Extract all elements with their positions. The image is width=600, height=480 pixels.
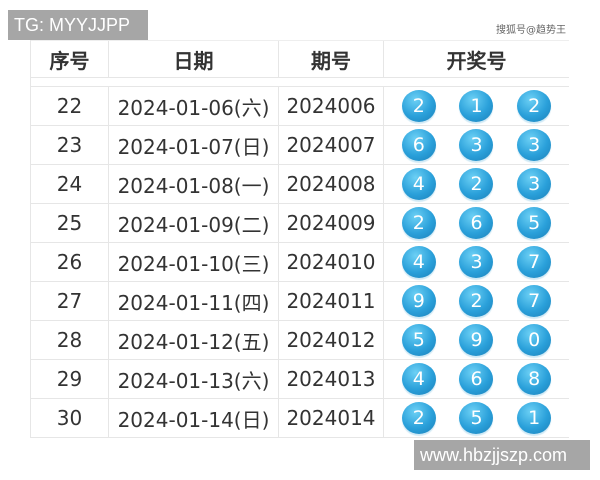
row-issue: 2024010 [279, 243, 384, 281]
source-watermark: 搜狐号@趋势王 [496, 25, 566, 36]
row-no: 26 [31, 243, 109, 281]
table-header: 序号 日期 期号 开奖号 [31, 40, 569, 78]
number-ball: 2 [401, 90, 436, 122]
row-no: 23 [31, 126, 109, 164]
number-ball: 0 [517, 324, 552, 356]
row-issue: 2024012 [279, 321, 384, 359]
row-no: 27 [31, 282, 109, 320]
row-issue: 2024006 [279, 87, 384, 125]
row-date: 2024-01-14(日) [109, 399, 279, 437]
number-ball: 3 [517, 168, 552, 200]
row-issue: 2024011 [279, 282, 384, 320]
number-ball: 4 [401, 168, 436, 200]
row-no: 29 [31, 360, 109, 398]
row-issue: 2024009 [279, 204, 384, 242]
row-no: 22 [31, 87, 109, 125]
number-ball: 1 [459, 90, 494, 122]
row-issue: 2024014 [279, 399, 384, 437]
row-no: 24 [31, 165, 109, 203]
header-date: 日期 [109, 41, 279, 77]
number-ball: 3 [459, 246, 494, 278]
row-no: 25 [31, 204, 109, 242]
number-ball: 4 [401, 363, 436, 395]
row-issue: 2024008 [279, 165, 384, 203]
number-ball: 2 [459, 168, 494, 200]
number-ball: 2 [517, 90, 552, 122]
row-date: 2024-01-06(六) [109, 87, 279, 125]
number-ball: 3 [459, 129, 494, 161]
number-ball: 2 [459, 285, 494, 317]
header-no: 序号 [31, 41, 109, 77]
number-ball: 5 [459, 402, 494, 434]
row-no: 30 [31, 399, 109, 437]
number-ball: 9 [401, 285, 436, 317]
tg-watermark: TG: MYYJJPP [8, 10, 148, 40]
row-date: 2024-01-08(一) [109, 165, 279, 203]
number-ball: 4 [401, 246, 436, 278]
number-ball: 2 [401, 207, 436, 239]
number-ball: 5 [401, 324, 436, 356]
row-date: 2024-01-12(五) [109, 321, 279, 359]
number-ball: 6 [459, 363, 494, 395]
row-date: 2024-01-07(日) [109, 126, 279, 164]
number-ball: 3 [517, 129, 552, 161]
site-watermark: www.hbzjjszp.com [414, 440, 590, 470]
number-ball: 7 [517, 285, 552, 317]
row-date: 2024-01-13(六) [109, 360, 279, 398]
number-ball: 8 [517, 363, 552, 395]
number-ball: 5 [517, 207, 552, 239]
row-issue: 2024007 [279, 126, 384, 164]
row-date: 2024-01-10(三) [109, 243, 279, 281]
partial-row [31, 78, 569, 87]
number-ball: 6 [459, 207, 494, 239]
row-issue: 2024013 [279, 360, 384, 398]
row-no: 28 [31, 321, 109, 359]
number-ball: 6 [401, 129, 436, 161]
header-numbers: 开奖号 [446, 48, 507, 73]
row-date: 2024-01-09(二) [109, 204, 279, 242]
row-date: 2024-01-11(四) [109, 282, 279, 320]
number-ball: 7 [517, 246, 552, 278]
number-ball: 1 [517, 402, 552, 434]
header-issue: 期号 [279, 41, 384, 77]
number-ball: 2 [401, 402, 436, 434]
number-ball: 9 [459, 324, 494, 356]
